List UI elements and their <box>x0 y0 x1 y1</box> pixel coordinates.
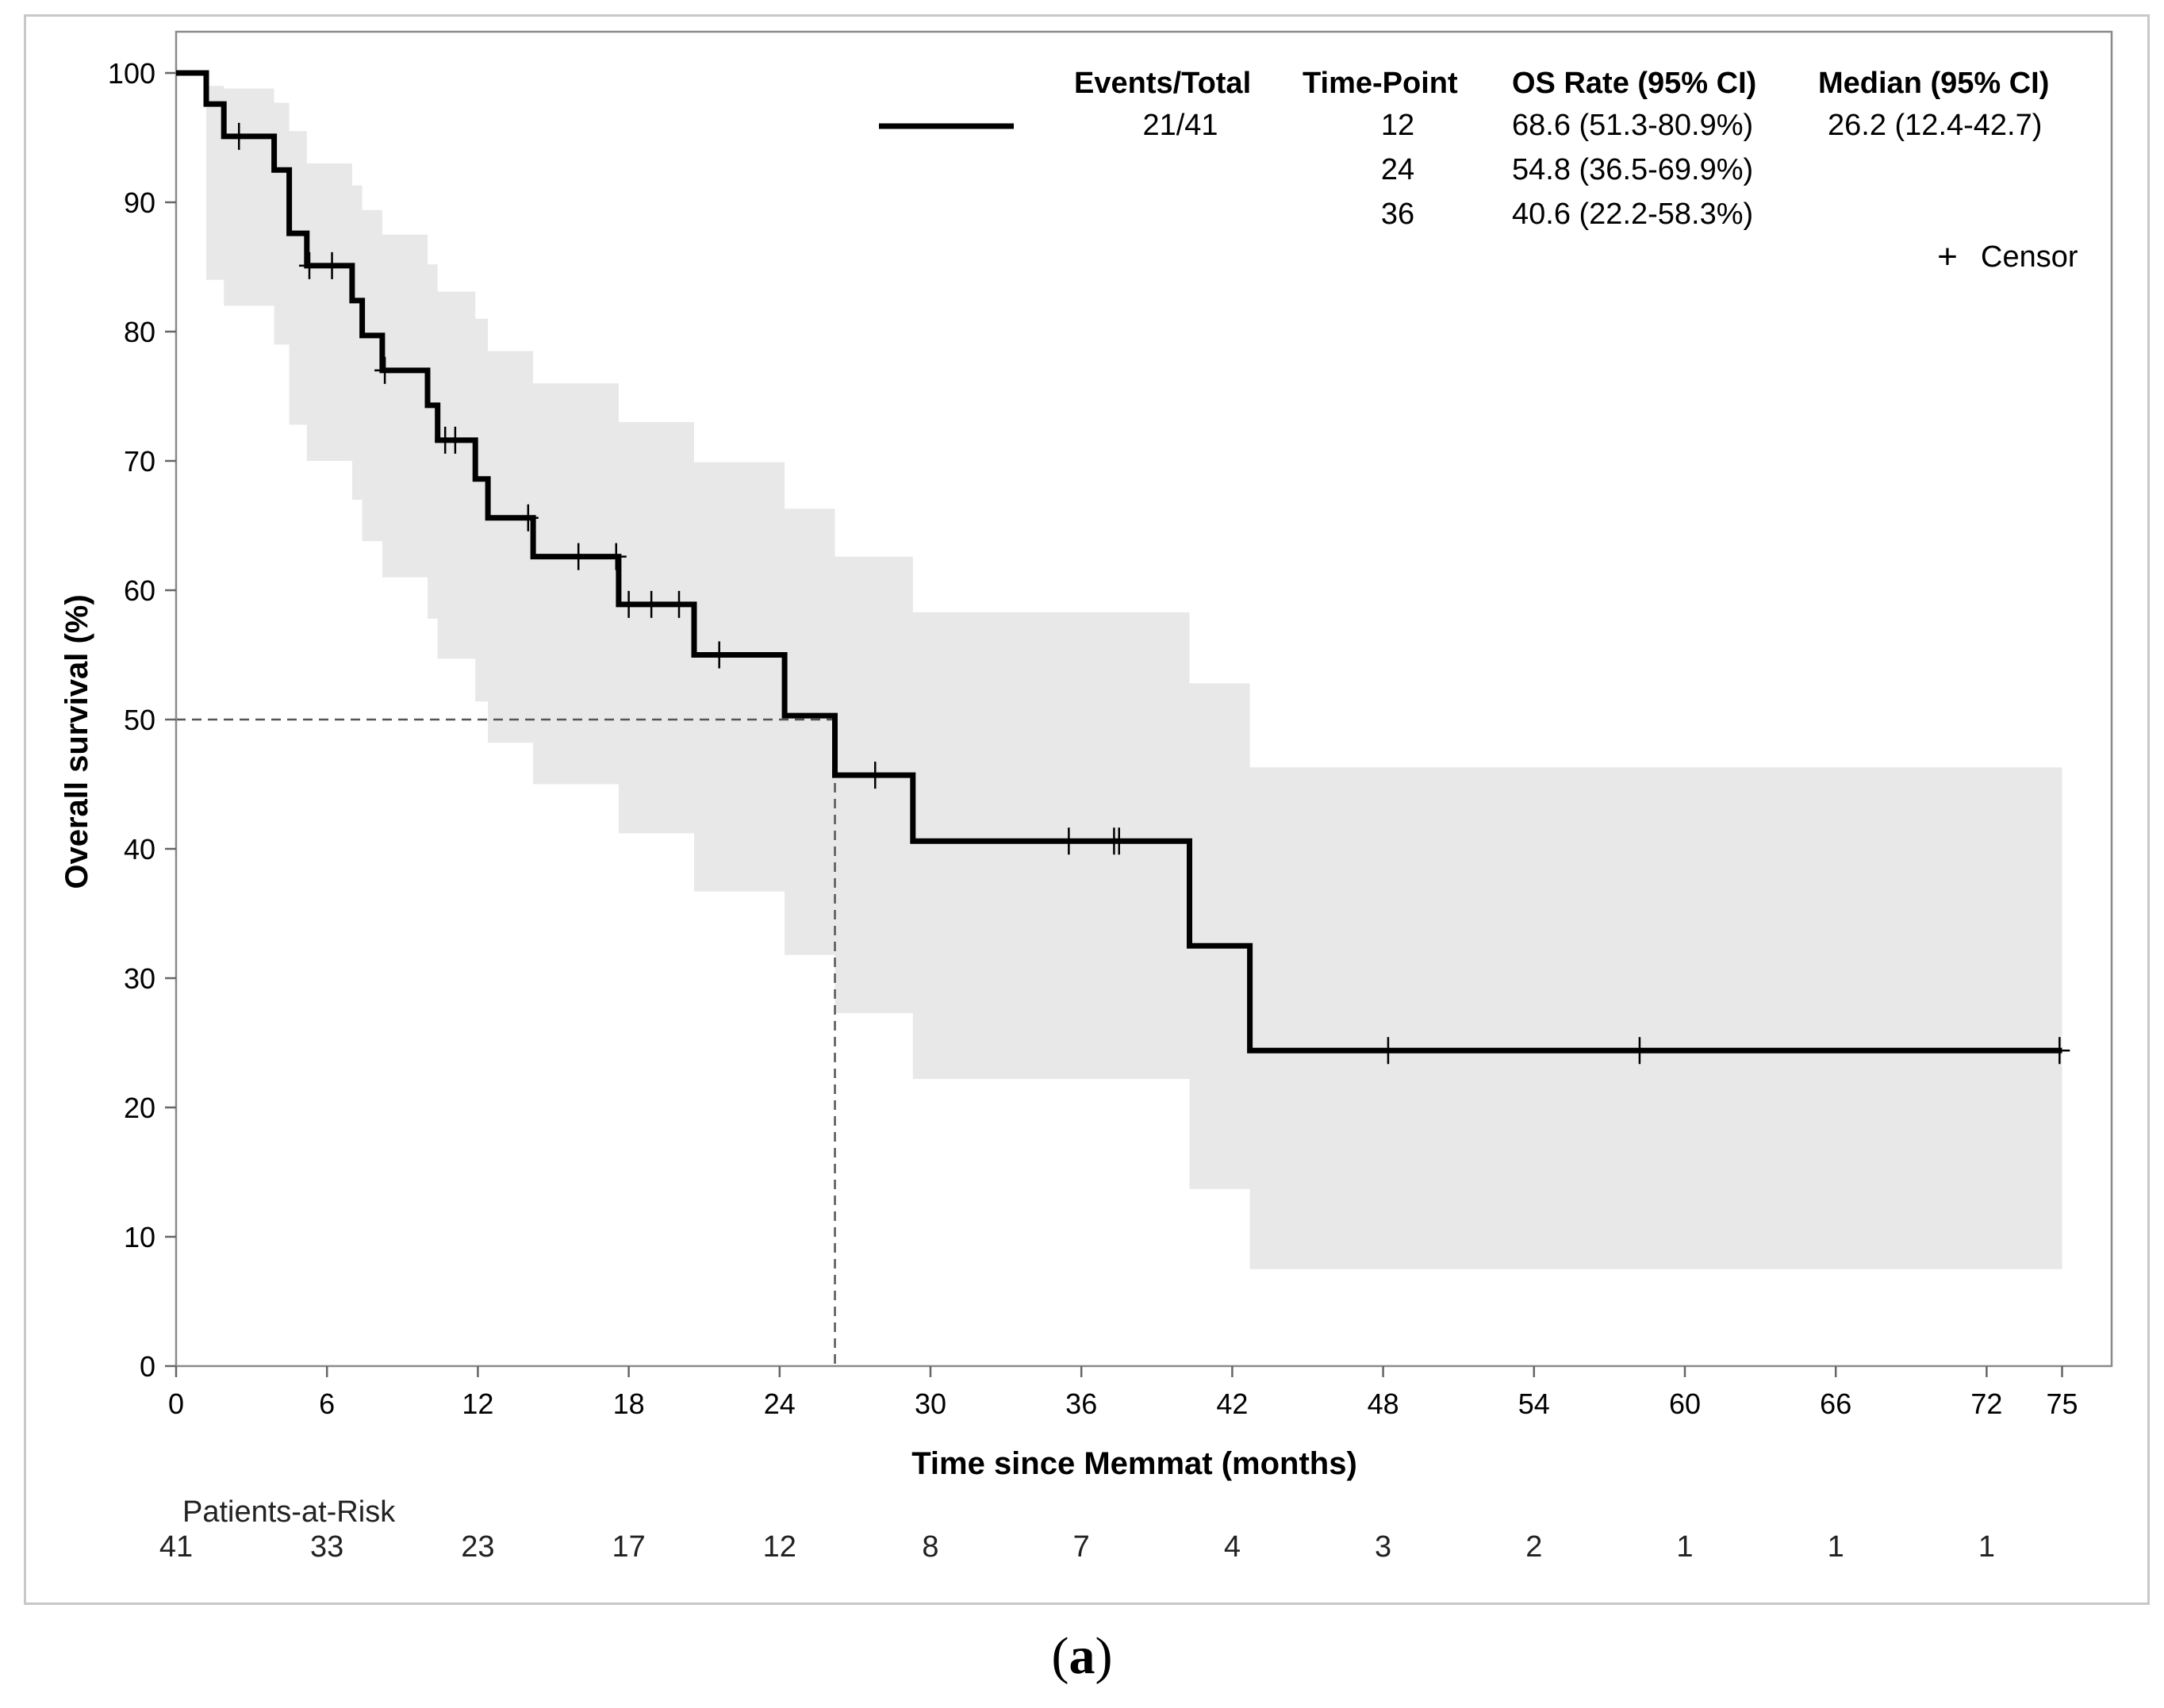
legend-osrate-1: 68.6 (51.3-80.9%) <box>1512 109 1753 142</box>
x-tick-label: 12 <box>462 1388 493 1420</box>
legend-censor-symbol: + <box>1937 237 1958 276</box>
axes-layer: 0 10 20 30 40 50 60 70 80 90 100 0 6 12 18 24 30 36 42 48 54… <box>108 30 2113 1420</box>
censor-mark <box>374 356 396 384</box>
y-axis-label: Overall survival (%) <box>59 594 94 889</box>
x-tick-label: 66 <box>1820 1388 1851 1420</box>
x-tick-label: 54 <box>1518 1388 1550 1420</box>
legend-median-value: 26.2 (12.4-42.7) <box>1828 109 2042 142</box>
legend-header-median: Median (95% CI) <box>1818 67 2049 100</box>
legend-header-events: Events/Total <box>1074 67 1251 100</box>
confidence-band <box>176 73 2062 1269</box>
censor-mark <box>1058 827 1080 855</box>
censor-marks-layer <box>228 122 2070 1065</box>
legend-timepoint-1: 12 <box>1381 109 1414 142</box>
at-risk-count: 8 <box>922 1530 938 1564</box>
censor-mark <box>299 251 320 279</box>
censor-mark <box>568 543 589 570</box>
at-risk-count: 1 <box>1676 1530 1693 1564</box>
censor-mark <box>605 543 627 570</box>
censor-mark <box>2049 1037 2070 1065</box>
at-risk-count: 17 <box>612 1530 645 1564</box>
y-tick-label: 30 <box>124 962 155 995</box>
x-tick-label: 48 <box>1368 1388 1399 1420</box>
x-tick-label: 42 <box>1216 1388 1248 1420</box>
censor-mark <box>865 762 886 789</box>
x-tick-label: 72 <box>1970 1388 2002 1420</box>
x-tick-label: 30 <box>915 1388 946 1420</box>
legend-osrate-2: 54.8 (36.5-69.9%) <box>1512 153 1753 186</box>
censor-mark <box>669 590 689 618</box>
legend-timepoint-3: 36 <box>1381 198 1414 231</box>
legend-table: Events/Total Time-Point OS Rate (95% CI)… <box>879 67 2078 276</box>
x-tick-label: 0 <box>168 1388 184 1420</box>
y-tick-label: 100 <box>108 57 155 90</box>
at-risk-count: 4 <box>1224 1530 1241 1564</box>
legend-header-osrate: OS Rate (95% CI) <box>1512 67 1756 100</box>
x-tick-label: 75 <box>2046 1388 2078 1420</box>
censor-mark <box>444 426 466 454</box>
median-reference-lines <box>176 718 836 1366</box>
censor-mark <box>517 504 539 532</box>
y-tick-label: 20 <box>124 1092 155 1124</box>
censor-mark <box>708 641 730 669</box>
at-risk-count: 1 <box>1828 1530 1844 1564</box>
x-tick-label: 24 <box>764 1388 796 1420</box>
legend-timepoint-2: 24 <box>1381 153 1414 186</box>
censor-mark <box>1377 1037 1399 1065</box>
y-tick-label: 60 <box>124 574 155 607</box>
panel-label-close: ) <box>1095 1627 1113 1685</box>
at-risk-count: 3 <box>1375 1530 1391 1564</box>
censor-mark <box>228 122 250 150</box>
at-risk-counts: 41 33 23 17 12 8 7 4 3 2 1 1 1 <box>159 1530 1995 1564</box>
at-risk-title: Patients-at-Risk <box>182 1495 396 1529</box>
censor-mark <box>321 251 343 279</box>
panel-label-letter: a <box>1069 1627 1095 1685</box>
legend-header-timepoint: Time-Point <box>1303 67 1458 100</box>
at-risk-count: 1 <box>1978 1530 1995 1564</box>
censor-mark <box>1108 827 1130 855</box>
y-tick-label: 70 <box>124 445 155 478</box>
x-tick-label: 36 <box>1065 1388 1097 1420</box>
panel-label-open: ( <box>1051 1627 1069 1685</box>
x-axis-label: Time since Memmat (months) <box>911 1446 1357 1481</box>
confidence-band-layer <box>176 73 2062 1269</box>
y-tick-label: 80 <box>124 316 155 348</box>
at-risk-count: 23 <box>461 1530 494 1564</box>
figure-frame <box>24 14 2150 1605</box>
at-risk-count: 41 <box>159 1530 193 1564</box>
x-tick-label: 60 <box>1669 1388 1701 1420</box>
x-tick-label: 6 <box>319 1388 335 1420</box>
y-tick-label: 50 <box>124 704 155 736</box>
plot-area-frame <box>175 30 2113 1368</box>
at-risk-count: 7 <box>1073 1530 1090 1564</box>
x-tick-label: 18 <box>613 1388 645 1420</box>
legend-events-total: 21/41 <box>1142 109 1218 142</box>
panel-label: (a) <box>0 1626 2164 1687</box>
at-risk-count: 12 <box>763 1530 796 1564</box>
at-risk-count: 2 <box>1525 1530 1542 1564</box>
y-tick-label: 0 <box>140 1350 155 1383</box>
y-tick-label: 40 <box>124 833 155 866</box>
legend-osrate-3: 40.6 (22.2-58.3%) <box>1512 198 1753 231</box>
censor-mark <box>641 590 662 618</box>
y-tick-label: 10 <box>124 1221 155 1253</box>
y-tick-label: 90 <box>124 186 155 219</box>
censor-mark <box>1629 1037 1650 1065</box>
at-risk-count: 33 <box>310 1530 343 1564</box>
censor-mark <box>618 590 639 618</box>
legend-censor-label: Censor <box>1981 240 2078 274</box>
